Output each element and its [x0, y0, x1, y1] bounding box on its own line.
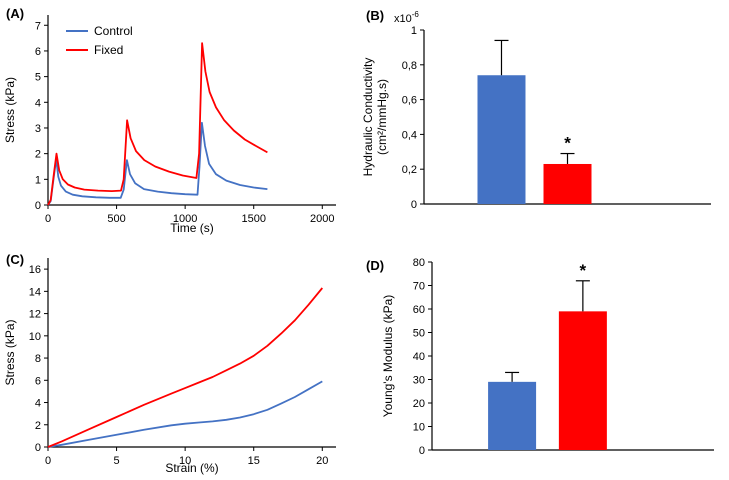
y-axis-title: Stress (kPa)	[3, 77, 17, 143]
y-tick-label: 20	[413, 398, 425, 410]
x-tick-label: 1000	[173, 213, 197, 225]
y-tick-label: 50	[413, 328, 425, 340]
y-tick-label: 0,6	[402, 95, 417, 107]
y-tick-label: 0	[35, 200, 41, 212]
bar-control	[488, 381, 537, 450]
y-tick-label: 12	[29, 309, 41, 321]
panel-c: (C) 0 2 4 6 8 10 12 14 16 0 5 10 15 20 Strain (%) Stres…	[0, 240, 352, 480]
y-tick-label: 4	[35, 97, 41, 109]
x-axis-title: Time (s)	[170, 221, 214, 235]
series-control-line	[47, 121, 268, 206]
legend-label-control: Control	[94, 24, 133, 38]
series-control-line	[47, 380, 323, 448]
panel-a-chart: 0 1 2 3 4 5 6 7 0 500 1000 1500 2000 Time (s) Stress (…	[3, 15, 336, 235]
y-axis-title: Hydraulic Conductivity	[361, 58, 375, 177]
bar-fixed	[543, 163, 592, 204]
significance-star: *	[580, 261, 587, 280]
y-tick-label: 0,4	[402, 129, 417, 141]
y-tick-label: 16	[29, 264, 41, 276]
x-tick-label: 5	[114, 455, 120, 467]
y-axis-title: Young's Modulus (kPa)	[381, 295, 395, 418]
y-tick-label: 0	[419, 445, 425, 457]
y-tick-label: 0,8	[402, 60, 417, 72]
y-tick-label: 5	[35, 72, 41, 84]
panel-b-chart: 0 0,2 0,4 0,6 0,8 1 Hydraulic Conductivity (cm²…	[361, 10, 711, 211]
x-tick-label: 1500	[241, 213, 265, 225]
y-tick-label: 30	[413, 375, 425, 387]
y-tick-label: 6	[35, 46, 41, 58]
y-tick-label: 1	[35, 174, 41, 186]
panel-b: (B) 0 0,2 0,4 0,6 0,8 1 Hydraulic Conductivity…	[360, 0, 729, 240]
y-tick-label: 0	[411, 199, 417, 211]
y-tick-label: 60	[413, 304, 425, 316]
panel-label-a: (A)	[6, 6, 25, 21]
bar-fixed	[558, 311, 607, 450]
x-tick-label: 20	[316, 455, 328, 467]
x-tick-label: 2000	[310, 213, 334, 225]
panel-label-c: (C)	[6, 252, 25, 267]
x-tick-label: 15	[248, 455, 260, 467]
panel-a: (A) 0 1 2 3 4 5 6 7 0 500 1000 1500 2000 Time (s) Stre…	[0, 0, 352, 240]
y-tick-label: 8	[35, 353, 41, 365]
panel-d: (D) 0 10 20 30 40 50 60 70 80 Young's Modulus (kP…	[360, 240, 729, 480]
panel-label-d: (D)	[366, 258, 385, 273]
y-tick-label: 80	[413, 257, 425, 269]
x-axis-title: Strain (%)	[165, 461, 218, 475]
panel-c-chart: 0 2 4 6 8 10 12 14 16 0 5 10 15 20 Strain (%) Stress (k…	[3, 258, 336, 475]
y-tick-label: 7	[35, 20, 41, 32]
y-axis-title: Stress (kPa)	[3, 319, 17, 385]
y-axis-title: (cm²/mmHg.s)	[375, 79, 389, 155]
significance-star: *	[564, 134, 571, 153]
y-tick-label: 14	[29, 286, 41, 298]
x-tick-label: 0	[45, 455, 51, 467]
y-tick-label: 2	[35, 420, 41, 432]
y-tick-label: 2	[35, 149, 41, 161]
y-tick-label: 70	[413, 281, 425, 293]
legend-label-fixed: Fixed	[94, 43, 123, 57]
y-tick-label: 40	[413, 351, 425, 363]
y-tick-label: 1	[411, 25, 417, 37]
bar-control	[477, 75, 526, 205]
y-tick-label: 10	[413, 422, 425, 434]
x-tick-label: 500	[107, 213, 125, 225]
y-tick-label: 6	[35, 375, 41, 387]
y-tick-label: 3	[35, 123, 41, 135]
y-tick-label: 0,2	[402, 164, 417, 176]
x-tick-label: 10	[179, 455, 191, 467]
panel-d-chart: 0 10 20 30 40 50 60 70 80 Young's Modulus (kPa) *	[381, 257, 714, 457]
series-fixed-line	[47, 287, 323, 448]
panel-label-b: (B)	[366, 8, 385, 23]
y-tick-label: 0	[35, 442, 41, 454]
y-tick-label: 10	[29, 331, 41, 343]
exponent-label: x10-6	[394, 10, 419, 25]
y-tick-label: 4	[35, 398, 41, 410]
series-fixed-line	[47, 42, 268, 206]
x-tick-label: 0	[45, 213, 51, 225]
